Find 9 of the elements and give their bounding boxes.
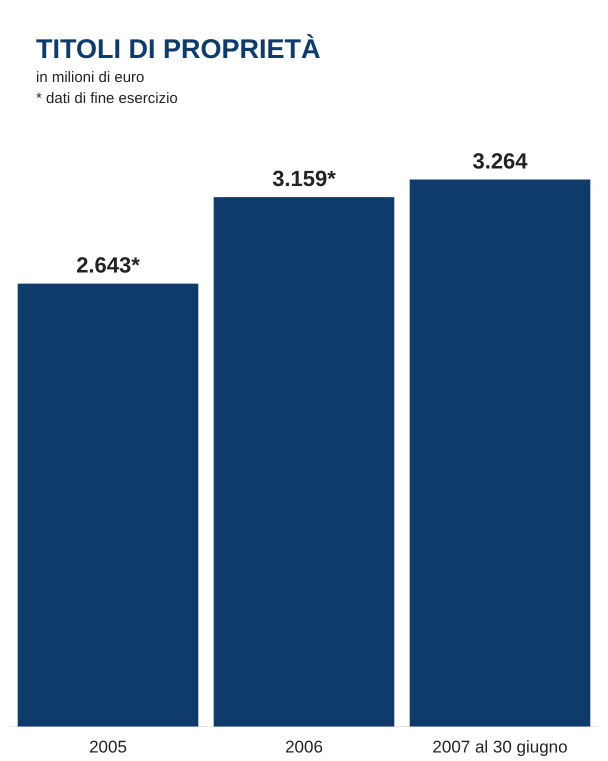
data-label: 3.159* [272,166,336,192]
data-label: 2.643* [76,252,140,278]
chart-subtitle: in milioni di euro [36,69,146,86]
chart-title: TITOLI DI PROPRIETÀ [36,34,321,65]
x-tick-label: 2005 [89,737,127,756]
x-tick-label: 2007 al 30 giugno [432,737,568,756]
x-tick-label: 2006 [285,737,323,756]
data-label: 3.264 [472,148,528,174]
text: * dati di fine esercizio [36,90,179,107]
